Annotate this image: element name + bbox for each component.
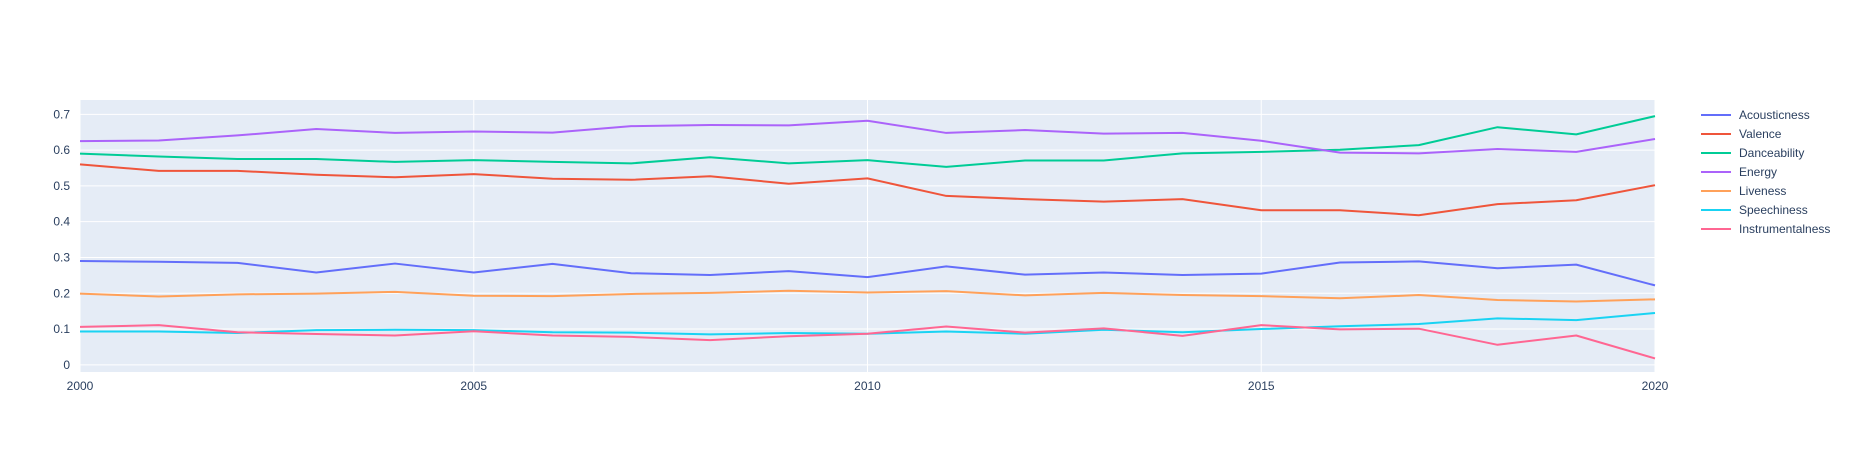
legend-item-speechiness[interactable]: Speechiness — [1701, 203, 1808, 217]
y-axis-ticks: 0 0.1 0.2 0.3 0.4 0.5 0.6 0.7 — [53, 107, 70, 372]
series-line-danceability — [79, 115, 1656, 168]
y-tick-label: 0.7 — [53, 107, 70, 121]
legend-label: Speechiness — [1739, 203, 1808, 217]
y-tick-label: 0 — [63, 358, 70, 372]
x-tick-label: 2000 — [67, 379, 94, 393]
x-tick-label: 2005 — [460, 379, 487, 393]
legend-item-acousticness[interactable]: Acousticness — [1701, 108, 1810, 122]
legend-label: Instrumentalness — [1739, 222, 1830, 236]
y-tick-label: 0.3 — [53, 250, 70, 264]
legend-label: Liveness — [1739, 184, 1786, 198]
legend[interactable]: Acousticness Valence Danceability Energy Liv… — [1701, 108, 1830, 236]
series-line-instrumentalness — [79, 324, 1656, 360]
series-lines — [79, 115, 1656, 360]
x-axis-ticks: 2000 2005 2010 2015 2020 — [67, 379, 1669, 393]
legend-item-liveness[interactable]: Liveness — [1701, 184, 1786, 198]
legend-item-energy[interactable]: Energy — [1701, 165, 1777, 179]
y-tick-label: 0.1 — [53, 322, 70, 336]
legend-item-danceability[interactable]: Danceability — [1701, 146, 1804, 160]
x-tick-label: 2010 — [854, 379, 881, 393]
y-tick-label: 0.5 — [53, 179, 70, 193]
legend-item-instrumentalness[interactable]: Instrumentalness — [1701, 222, 1830, 236]
legend-label: Danceability — [1739, 146, 1804, 160]
legend-label: Valence — [1739, 127, 1782, 141]
series-line-liveness — [79, 289, 1656, 303]
series-line-valence — [79, 163, 1656, 217]
legend-item-valence[interactable]: Valence — [1701, 127, 1782, 141]
series-line-energy — [79, 119, 1656, 155]
y-tick-label: 0.4 — [53, 215, 70, 229]
legend-label: Energy — [1739, 165, 1777, 179]
legend-label: Acousticness — [1739, 108, 1810, 122]
y-tick-label: 0.6 — [53, 143, 70, 157]
x-tick-label: 2015 — [1248, 379, 1275, 393]
x-tick-label: 2020 — [1642, 379, 1669, 393]
series-line-acousticness — [79, 260, 1656, 287]
y-tick-label: 0.2 — [53, 286, 70, 300]
